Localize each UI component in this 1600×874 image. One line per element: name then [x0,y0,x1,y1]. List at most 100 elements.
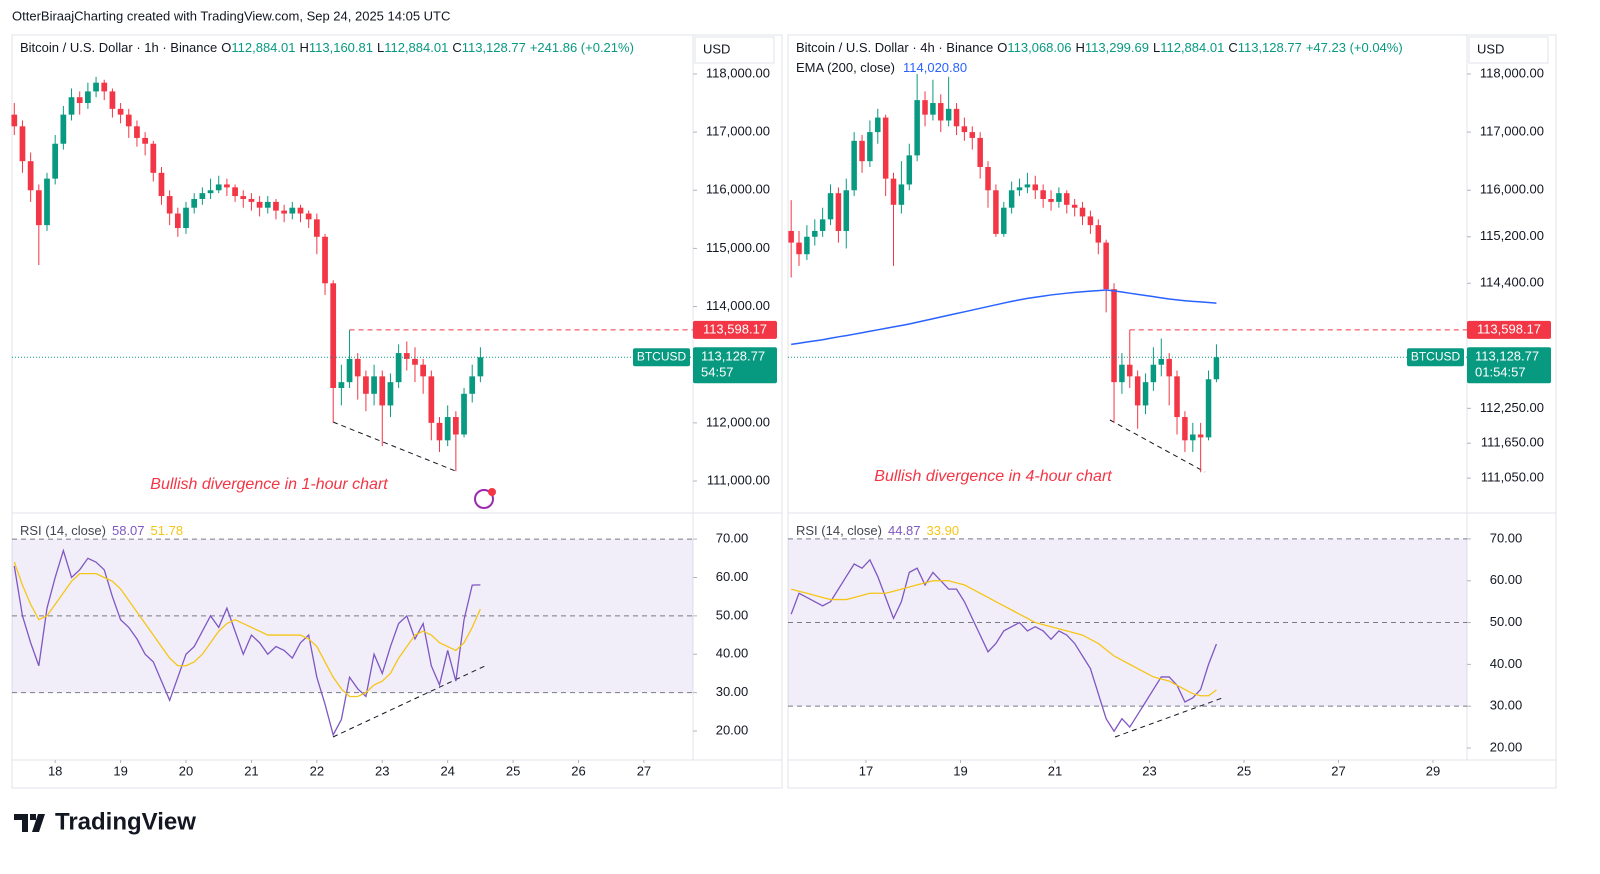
ema-value: 114,020.80 [903,60,967,75]
y-tick-label: 114,000.00 [706,298,770,313]
divergence-line [1114,696,1226,738]
chart-title: Bitcoin / U.S. Dollar · 1h · Binance [20,40,217,55]
candle-body [1150,364,1157,383]
candle-body [183,207,189,229]
candle-body [788,230,794,243]
rsi-line [790,558,1218,733]
candle-body [379,376,386,406]
candle-body [938,103,944,121]
candle-body [44,178,50,226]
candle-body [859,140,865,162]
candle-body [993,190,999,234]
currency-label: USD [1477,41,1504,56]
candle-body [240,196,247,199]
candle-body [1166,358,1172,377]
candle-body [1127,364,1133,377]
rsi-legend: RSI (14, close) 44.87 33.90 [796,523,959,538]
chart-title: Bitcoin / U.S. Dollar · 4h · Binance [796,40,993,55]
candle-body [150,143,157,173]
rsi-tick-label: 50.00 [716,607,749,622]
candle-body [1079,207,1086,217]
candle-body [985,167,991,191]
candle-body [403,353,410,359]
candle-body [812,230,818,237]
candle-body [843,190,850,231]
candle-body [248,198,255,202]
candle-body [461,393,467,435]
candle-body [1142,382,1149,406]
rsi-tick-label: 20.00 [1490,739,1523,754]
candle-body [1182,417,1188,441]
y-tick-label: 112,250.00 [1480,400,1544,415]
candle-body [158,172,165,197]
ema-legend: EMA (200, close) 114,020.80 [796,60,967,75]
candle-body [1103,242,1109,290]
rsi-tick-label: 40.00 [716,646,749,661]
x-tick-label: 27 [637,763,651,778]
level-label: 113,598.17 [703,321,767,336]
candle-body [166,196,173,214]
legend-change: +241.86 (+0.21%) [530,40,634,55]
candle-body [1190,434,1196,441]
assistant-icon [474,488,496,509]
legend-value: 113,160.81 [309,40,373,55]
y-tick-label: 111,650.00 [1481,435,1544,450]
candle-body [35,190,42,226]
price-label: 113,128.77 [701,349,765,364]
x-tick-label: 25 [1237,763,1251,778]
divergence-line [332,664,488,738]
candle-body [796,242,802,255]
candle-body [977,137,983,168]
legend-value: 112,884.01 [384,40,448,55]
x-tick-label: 25 [506,763,520,778]
candle-body [914,100,920,156]
candle-body [264,201,271,208]
currency-label: USD [703,41,730,56]
candle-body [395,353,402,383]
candle-body [953,108,960,127]
candle-body [93,82,99,92]
chart-legend: Bitcoin / U.S. Dollar · 4h · Binance O113… [796,40,1403,55]
candle-body [1040,190,1046,199]
panel-frame [787,34,1557,789]
candle-body [1016,187,1023,191]
y-tick-label: 115,200.00 [1480,228,1544,243]
candle-body [436,422,443,441]
candle-body [27,161,34,191]
candle-body [52,143,59,179]
candle-body [804,236,810,255]
x-tick-label: 21 [244,763,258,778]
divergence-lines [332,419,1226,738]
logo: TradingView [14,808,196,835]
x-tick-label: 22 [310,763,324,778]
x-tick-label: 23 [375,763,389,778]
candle-body [85,91,91,104]
rsi-legend-value: 58.07 [112,523,145,538]
legend-value: 113,128.77 [462,40,526,55]
currency-box [694,36,775,64]
legend-key: C [452,40,461,55]
candle-body [477,357,484,377]
rsi-legend-value: 44.87 [888,523,921,538]
candle-body [232,187,238,197]
y-tick-label: 111,000.00 [707,472,770,487]
annotation: Bullish divergence in 4-hour chart [874,468,1112,485]
countdown-label: 01:54:57 [1475,365,1526,380]
candle-body [322,236,328,284]
candle-body [1064,193,1070,205]
legend-key: L [377,40,384,55]
candle-body [297,207,304,214]
y-tick-label: 117,000.00 [1480,124,1544,139]
candle-body [420,364,427,377]
candle-body [387,382,394,406]
countdown-label: 54:57 [701,365,734,380]
candle-body [961,126,968,133]
candle-body [444,417,451,441]
candle-body [898,184,905,205]
candle-body [835,193,842,231]
candle-body [1119,364,1125,383]
candle-body [1134,376,1141,406]
y-tick-label: 112,000.00 [706,414,770,429]
y-tick-label: 111,050.00 [1481,470,1544,485]
candle-body [428,376,435,423]
